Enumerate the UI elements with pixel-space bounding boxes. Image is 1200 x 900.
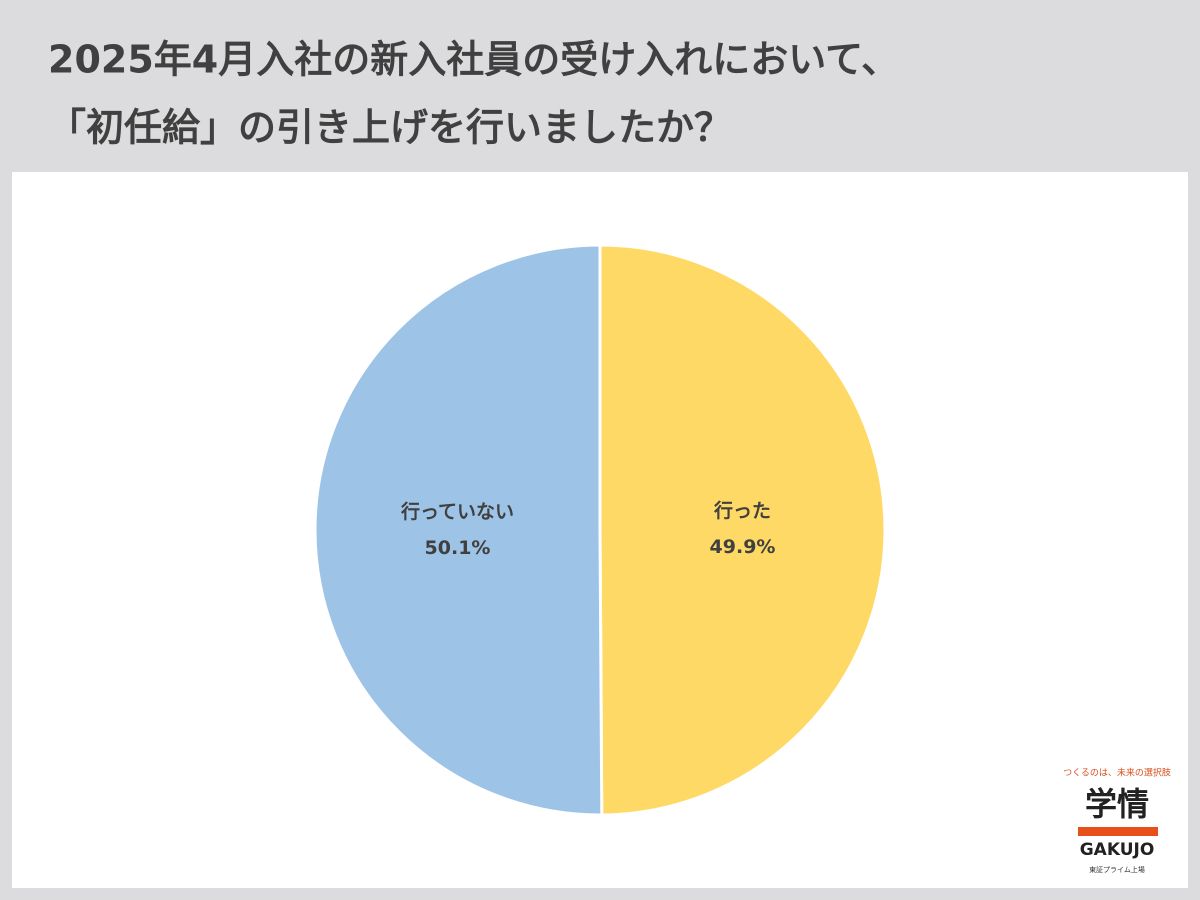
logo-note: 東証プライム上場: [1089, 865, 1145, 874]
logo-name: 学情: [1085, 785, 1149, 823]
chart-title: 2025年4月入社の新入社員の受け入れにおいて、: [48, 38, 899, 82]
chart-title: 「初任給」の引き上げを行いましたか？: [48, 106, 732, 150]
slice-value-label: 49.9%: [710, 536, 776, 558]
logo-roman: GAKUJO: [1080, 840, 1155, 860]
slice-value-label: 50.1%: [425, 537, 491, 559]
logo-tagline: つくるのは、未来の選択肢: [1063, 767, 1171, 779]
logo-bar: [1078, 827, 1158, 836]
slice-category-label: 行っていない: [400, 500, 514, 523]
pie-slice: [313, 243, 604, 817]
logo: つくるのは、未来の選択肢 学情 GAKUJO 東証プライム上場: [1063, 767, 1171, 875]
pie-slice: [598, 243, 887, 817]
slice-category-label: 行った: [713, 499, 771, 522]
